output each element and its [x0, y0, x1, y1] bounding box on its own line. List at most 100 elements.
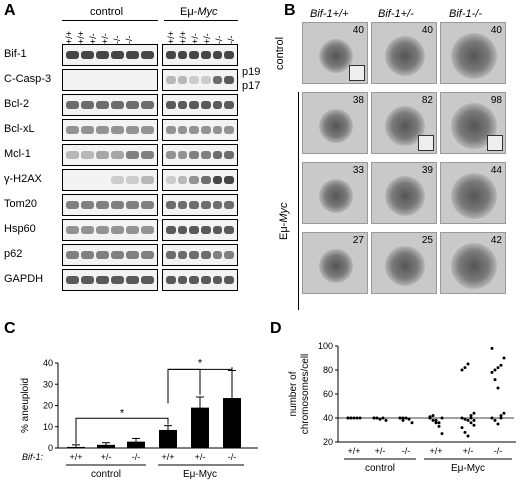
y-tick-label: 30 [43, 379, 53, 389]
blot-band [166, 101, 176, 109]
blot-band [81, 126, 94, 134]
metaphase-spread-image: 39 [371, 162, 437, 224]
blot-band [126, 126, 139, 134]
protein-label: Bif-1 [4, 48, 27, 60]
blot-band [96, 151, 109, 159]
metaphase-spread-image: 27 [302, 232, 368, 294]
blot-band [189, 101, 199, 109]
data-point [463, 430, 467, 434]
data-point [499, 414, 503, 418]
metaphase-spread-image: 98 [440, 92, 506, 154]
data-point [352, 416, 356, 420]
blot-band [166, 201, 176, 209]
blot-band [81, 101, 94, 109]
blot-band [224, 51, 234, 59]
blot-band [212, 76, 223, 84]
chromosome-count: 42 [490, 235, 502, 246]
blot-band [189, 51, 199, 59]
y-tick-label: 10 [43, 422, 53, 432]
blot-band [189, 176, 199, 184]
inset-zoom [349, 65, 365, 81]
chromosome-spread [451, 243, 497, 289]
blot-strip [162, 219, 238, 241]
blot-strip [62, 169, 158, 191]
category-label: +/- [101, 452, 112, 462]
blot-band [141, 276, 154, 284]
blot-band [201, 126, 211, 134]
blot-band [166, 51, 176, 59]
blot-band [212, 201, 223, 209]
significance-bracket [75, 417, 169, 444]
genotype-label: +/- [190, 33, 200, 44]
data-point [401, 416, 405, 420]
data-point [375, 416, 379, 420]
bar [97, 444, 115, 448]
blot-band [96, 51, 109, 59]
category-label: +/+ [429, 446, 442, 456]
data-point [398, 416, 402, 420]
y-axis-label: % aneuploid [20, 378, 31, 433]
chromosome-count: 40 [352, 25, 364, 36]
blot-band [111, 226, 124, 234]
blot-band [166, 251, 176, 259]
blot-band [212, 251, 223, 259]
y-tick-label: 100 [318, 341, 333, 351]
blot-band [189, 201, 199, 209]
data-point [469, 421, 473, 425]
genotype-label: -/- [214, 35, 224, 45]
blot-band [126, 251, 139, 259]
data-point [378, 417, 382, 421]
blot-band [66, 226, 79, 234]
group-divider [164, 20, 238, 21]
group-label: control [365, 463, 395, 474]
blot-band [111, 276, 124, 284]
chromosome-spread [319, 109, 353, 143]
data-point [499, 416, 503, 420]
blot-band [141, 51, 154, 59]
blot-band [224, 151, 234, 159]
protein-label: GAPDH [4, 273, 44, 285]
category-label: -/- [132, 452, 141, 462]
blot-band [166, 151, 176, 159]
blot-band [111, 201, 124, 209]
metaphase-spread-image: 40 [371, 22, 437, 84]
data-point [469, 416, 473, 420]
blot-band [126, 51, 139, 59]
data-point [466, 418, 470, 422]
genotype-label: +/- [100, 33, 110, 44]
data-point [431, 414, 435, 418]
genotype-label: +/+ [64, 30, 74, 44]
blot-strip [62, 219, 158, 241]
metaphase-spread-image: 40 [302, 22, 368, 84]
col-header: Bif-1-/- [449, 8, 482, 20]
data-point [472, 411, 476, 415]
chromosome-count: 98 [490, 95, 502, 106]
protein-label: Hsp60 [4, 223, 36, 235]
blot-band [111, 51, 124, 59]
blot-band [126, 101, 139, 109]
blot-strip [62, 269, 158, 291]
data-point [493, 378, 497, 382]
blot-band [177, 151, 188, 159]
group-label: control [91, 469, 121, 480]
side-label-p17: p17 [242, 80, 261, 92]
blot-band [81, 51, 94, 59]
blot-strip [62, 119, 158, 141]
blot-band [177, 76, 188, 84]
panel-a-label: A [4, 2, 16, 19]
blot-strip [162, 194, 238, 216]
data-point [496, 386, 500, 390]
panel-d-chart: 20 40 60 80 100 number ofchromosomes/cell +/+ +… [288, 341, 516, 474]
blot-band [166, 226, 176, 234]
data-point [372, 416, 376, 420]
blot-band [212, 226, 223, 234]
data-point [496, 422, 500, 426]
blot-band [189, 251, 199, 259]
blot-band [141, 251, 154, 259]
blot-band [126, 151, 139, 159]
data-point [460, 368, 464, 372]
blot-band [111, 151, 124, 159]
data-point [502, 411, 506, 415]
blot-strip [62, 94, 158, 116]
chromosome-spread [385, 36, 425, 76]
